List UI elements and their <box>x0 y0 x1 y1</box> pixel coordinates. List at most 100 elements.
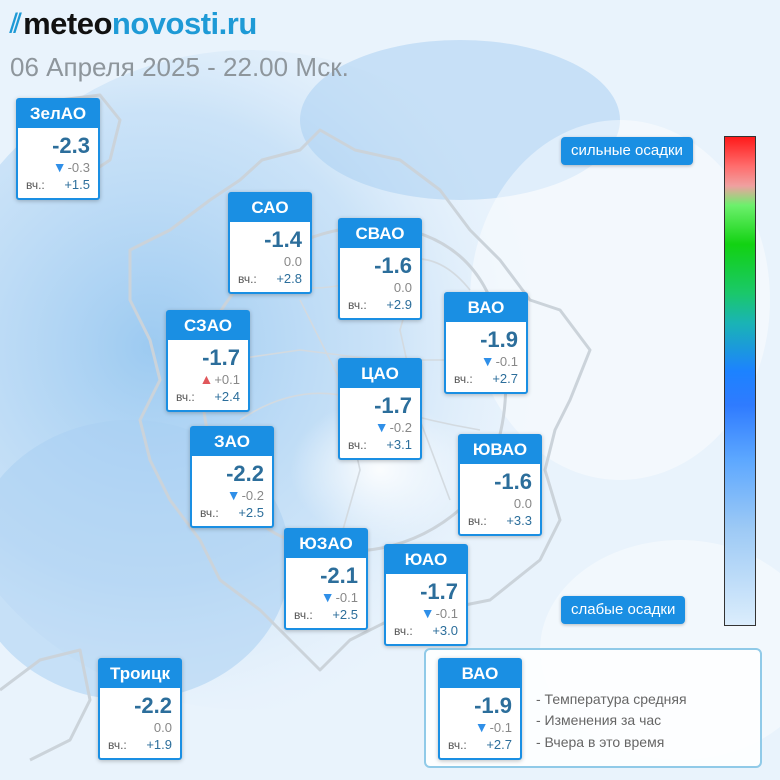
trend-icon: ▼ <box>420 605 435 621</box>
logo-text-novosti: novosti.ru <box>111 6 257 41</box>
district-name: ЮВАО <box>460 436 540 464</box>
yesterday-label: вч.: <box>454 372 473 386</box>
site-logo[interactable]: ⫽meteonovosti.ru <box>10 6 257 42</box>
yesterday-value: +3.0 <box>432 623 458 638</box>
district-temperature: -1.6 <box>374 253 412 278</box>
district-card-vao[interactable]: ВАО -1.9 ▼-0.1 вч.: +2.7 <box>444 292 528 394</box>
yesterday-label: вч.: <box>108 738 127 752</box>
district-temperature: -1.4 <box>264 227 302 252</box>
district-card-yuvao[interactable]: ЮВАО -1.6 0.0 вч.: +3.3 <box>458 434 542 536</box>
district-card-yuzao[interactable]: ЮЗАО -2.1 ▼-0.1 вч.: +2.5 <box>284 528 368 630</box>
trend-icon: ▼ <box>226 487 241 503</box>
change-value: -0.1 <box>495 354 518 369</box>
district-name: ЦАО <box>340 360 420 388</box>
hourly-change: ▼-0.1 <box>481 353 518 369</box>
district-temperature: -1.9 <box>474 693 512 718</box>
yesterday-label: вч.: <box>26 178 45 192</box>
hourly-change: ▼-0.1 <box>321 589 358 605</box>
yesterday-label: вч.: <box>394 624 413 638</box>
yesterday-label: вч.: <box>448 738 467 752</box>
district-temperature: -2.1 <box>320 563 358 588</box>
district-name: ЗелАО <box>18 100 98 128</box>
change-value: 0.0 <box>393 280 412 295</box>
hourly-change: ▲+0.1 <box>199 371 240 387</box>
precipitation-color-scale <box>724 136 756 626</box>
yesterday-value: +2.5 <box>238 505 264 520</box>
yesterday-label: вч.: <box>200 506 219 520</box>
logo-mark-icon: ⫽ <box>10 8 22 38</box>
hourly-change: ▼-0.3 <box>53 159 90 175</box>
forecast-datetime: 06 Апреля 2025 - 22.00 Мск. <box>10 52 349 82</box>
district-name: СЗАО <box>168 312 248 340</box>
hourly-change: ▼-0.2 <box>227 487 264 503</box>
district-card-troitsk[interactable]: Троицк -2.2 0.0 вч.: +1.9 <box>98 658 182 760</box>
yesterday-value: +2.5 <box>332 607 358 622</box>
yesterday-value: +1.5 <box>64 177 90 192</box>
trend-icon: ▼ <box>474 719 489 735</box>
district-name: ЗАО <box>192 428 272 456</box>
yesterday-value: +3.3 <box>506 513 532 528</box>
district-name: ВАО <box>446 294 526 322</box>
yesterday-value: +3.1 <box>386 437 412 452</box>
hourly-change: ▼-0.2 <box>375 419 412 435</box>
change-value: -0.2 <box>389 420 412 435</box>
yesterday-value: +2.9 <box>386 297 412 312</box>
district-name: ВАО <box>440 660 520 688</box>
district-card-szao[interactable]: СЗАО -1.7 ▲+0.1 вч.: +2.4 <box>166 310 250 412</box>
district-name: ЮАО <box>386 546 466 574</box>
district-temperature: -2.2 <box>226 461 264 486</box>
district-temperature: -1.7 <box>420 579 458 604</box>
change-value: -0.1 <box>335 590 358 605</box>
change-value: -0.2 <box>241 488 264 503</box>
hourly-change: 0.0 <box>153 719 172 735</box>
change-value: 0.0 <box>283 254 302 269</box>
district-temperature: -1.9 <box>480 327 518 352</box>
district-temperature: -1.7 <box>202 345 240 370</box>
yesterday-label: вч.: <box>348 298 367 312</box>
district-temperature: -1.6 <box>494 469 532 494</box>
yesterday-value: +2.8 <box>276 271 302 286</box>
district-card-yuao[interactable]: ЮАО -1.7 ▼-0.1 вч.: +3.0 <box>384 544 468 646</box>
change-value: -0.1 <box>489 720 512 735</box>
hourly-change: ▼-0.1 <box>475 719 512 735</box>
trend-icon: ▼ <box>480 353 495 369</box>
yesterday-label: вч.: <box>238 272 257 286</box>
change-value: +0.1 <box>214 372 240 387</box>
yesterday-value: +2.4 <box>214 389 240 404</box>
district-card-svao[interactable]: СВАО -1.6 0.0 вч.: +2.9 <box>338 218 422 320</box>
legend-line-temperature: - Температура средняя <box>536 691 687 707</box>
district-name: СВАО <box>340 220 420 248</box>
trend-icon: ▼ <box>320 589 335 605</box>
district-card-zao[interactable]: ЗАО -2.2 ▼-0.2 вч.: +2.5 <box>190 426 274 528</box>
trend-icon: ▼ <box>52 159 67 175</box>
district-card-sao[interactable]: САО -1.4 0.0 вч.: +2.8 <box>228 192 312 294</box>
district-temperature: -2.3 <box>52 133 90 158</box>
legend-line-change: - Изменения за час <box>536 712 662 728</box>
hourly-change: 0.0 <box>283 253 302 269</box>
district-name: Троицк <box>100 660 180 688</box>
hourly-change: 0.0 <box>513 495 532 511</box>
yesterday-label: вч.: <box>294 608 313 622</box>
yesterday-value: +2.7 <box>492 371 518 386</box>
change-value: 0.0 <box>513 496 532 511</box>
district-card-zelao[interactable]: ЗелАО -2.3 ▼-0.3 вч.: +1.5 <box>16 98 100 200</box>
hourly-change: ▼-0.1 <box>421 605 458 621</box>
trend-icon: ▼ <box>374 419 389 435</box>
change-value: -0.1 <box>435 606 458 621</box>
district-temperature: -1.7 <box>374 393 412 418</box>
logo-text-meteo: meteo <box>23 6 112 41</box>
yesterday-value: +1.9 <box>146 737 172 752</box>
district-name: ЮЗАО <box>286 530 366 558</box>
district-name: САО <box>230 194 310 222</box>
district-temperature: -2.2 <box>134 693 172 718</box>
scale-label-light: слабые осадки <box>561 596 686 624</box>
legend-line-yesterday: - Вчера в это время <box>536 734 665 750</box>
scale-label-heavy: сильные осадки <box>561 137 693 165</box>
yesterday-label: вч.: <box>468 514 487 528</box>
district-card-cao[interactable]: ЦАО -1.7 ▼-0.2 вч.: +3.1 <box>338 358 422 460</box>
hourly-change: 0.0 <box>393 279 412 295</box>
yesterday-label: вч.: <box>176 390 195 404</box>
trend-icon: ▲ <box>199 371 214 387</box>
yesterday-value: +2.7 <box>486 737 512 752</box>
change-value: 0.0 <box>153 720 172 735</box>
